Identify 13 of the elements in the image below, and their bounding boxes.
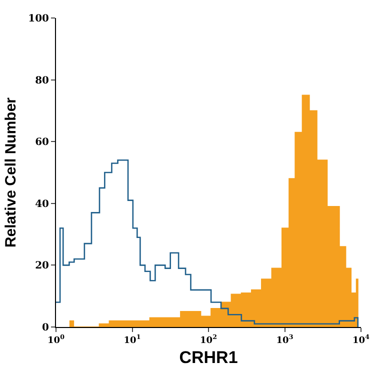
x-axis-title: CRHR1 [179,348,238,368]
x-tick-label: 10$^{3}$ [276,334,294,346]
y-tick-label: 100 [28,14,50,24]
x-tick-label: 10$^{2}$ [200,334,217,346]
x-tick-label: 10$^{4}$ [352,334,370,346]
y-axis-title: Relative Cell Number [2,97,20,248]
y-tick-label: 60 [35,137,50,148]
y-tick-label: 0 [42,322,50,334]
x-tick-label: 10$^{1}$ [124,334,141,346]
y-tick-label: 80 [35,75,50,86]
y-tick-label: 20 [35,260,50,272]
x-tick-label: 10$^{0}$ [48,334,66,346]
y-tick-label: 40 [35,198,50,210]
